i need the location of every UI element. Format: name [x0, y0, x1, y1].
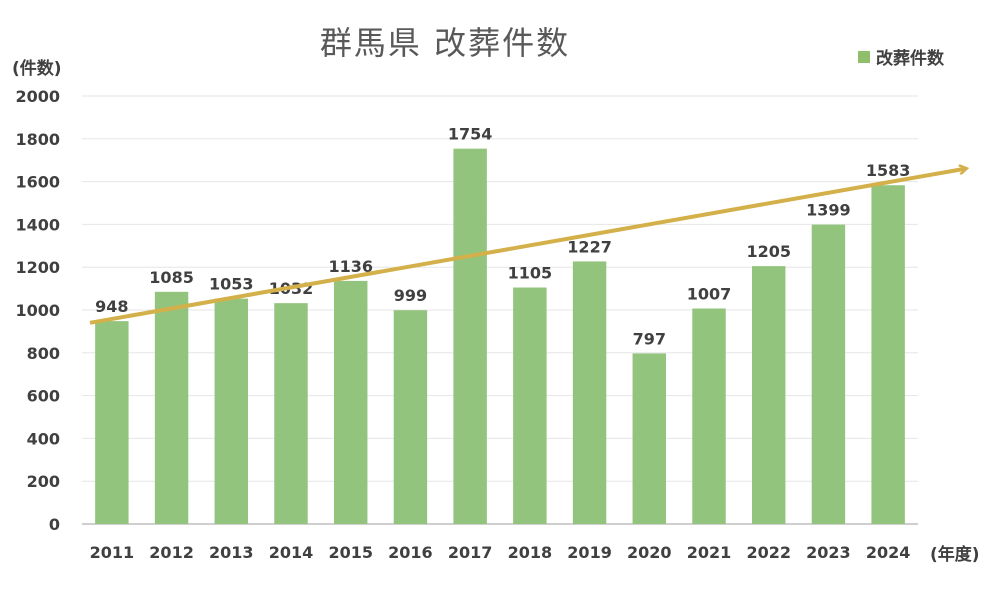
x-tick-label: 2018 [508, 543, 553, 562]
y-tick-label: 1400 [15, 215, 60, 234]
legend-label: 改葬件数 [876, 49, 944, 69]
x-tick-label: 2011 [90, 543, 135, 562]
bar [453, 148, 487, 525]
y-axis-unit-label: (件数) [12, 59, 62, 79]
data-label: 1227 [567, 237, 612, 256]
bar [393, 310, 428, 524]
y-tick-label: 400 [27, 429, 60, 448]
bar [871, 185, 905, 524]
data-label: 797 [633, 329, 666, 348]
trend-arrow [89, 169, 965, 325]
chart-title: 群馬県 改葬件数 [319, 24, 571, 62]
x-tick-label: 2012 [149, 543, 194, 562]
y-tick-label: 1000 [15, 301, 60, 320]
x-tick-label: 2023 [806, 543, 851, 562]
y-tick-label: 200 [27, 472, 60, 491]
data-label: 1105 [508, 264, 553, 283]
x-tick-label: 2024 [866, 543, 911, 562]
bar [333, 280, 368, 524]
bar [811, 224, 846, 524]
x-tick-label: 2015 [328, 543, 373, 562]
data-label: 1007 [687, 285, 732, 304]
x-tick-label: 2014 [269, 543, 314, 562]
bar [274, 303, 308, 524]
y-tick-label: 1200 [15, 258, 60, 277]
data-label: 1205 [746, 242, 791, 261]
data-label: 999 [394, 286, 427, 305]
x-tick-label: 2017 [448, 543, 493, 562]
bar [692, 308, 726, 524]
x-tick-label: 2019 [567, 543, 612, 562]
bar [751, 266, 786, 524]
data-label: 1136 [328, 257, 373, 276]
x-axis-unit-label: (年度) [930, 545, 980, 565]
bar [572, 261, 607, 524]
y-tick-label: 1600 [15, 173, 60, 192]
bar [513, 287, 547, 524]
y-tick-label: 800 [27, 344, 60, 363]
y-tick-label: 2000 [15, 87, 60, 106]
bar [95, 321, 129, 524]
legend-swatch [858, 50, 870, 63]
legend: 改葬件数 [858, 44, 944, 69]
x-tick-label: 2013 [209, 543, 254, 562]
bar [154, 291, 189, 524]
data-label: 1583 [866, 161, 911, 180]
data-label: 1085 [149, 268, 194, 287]
y-tick-label: 0 [49, 515, 60, 534]
y-tick-label: 600 [27, 387, 60, 406]
bar [214, 298, 249, 524]
x-tick-label: 2016 [388, 543, 433, 562]
x-tick-label: 2020 [627, 543, 672, 562]
x-tick-label: 2021 [687, 543, 732, 562]
data-label: 1754 [448, 125, 493, 144]
y-tick-label: 1800 [15, 130, 60, 149]
x-tick-label: 2022 [746, 543, 791, 562]
data-label: 948 [95, 297, 128, 316]
data-label: 1399 [806, 201, 851, 220]
bar [632, 353, 667, 524]
data-label: 1053 [209, 275, 254, 294]
